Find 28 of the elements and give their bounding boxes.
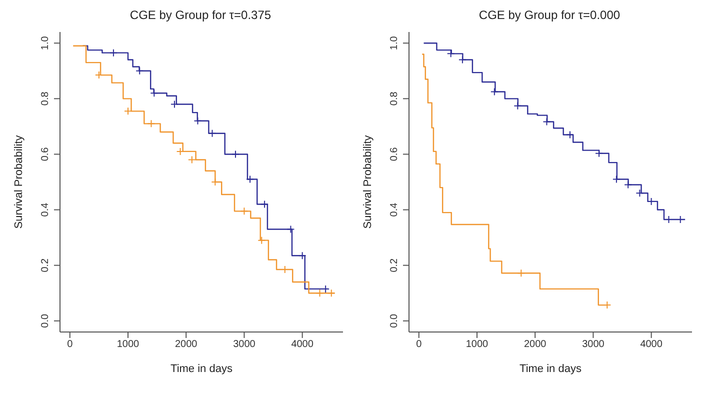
x-tick-label: 2000 xyxy=(524,339,547,350)
x-tick-label: 3000 xyxy=(233,339,256,350)
y-tick-label: 0.6 xyxy=(389,146,400,162)
x-tick-label: 3000 xyxy=(582,339,605,350)
y-tick-label: 0.8 xyxy=(389,91,400,106)
y-axis-title: Survival Probability xyxy=(362,134,374,229)
y-tick-label: 1.0 xyxy=(40,36,51,50)
x-tick-label: 4000 xyxy=(291,339,314,350)
x-tick-label: 1000 xyxy=(466,339,489,350)
y-tick-label: 0.4 xyxy=(389,202,400,217)
y-tick-label: 0.0 xyxy=(389,314,400,328)
y-tick-label: 0.8 xyxy=(40,91,51,106)
x-tick-label: 1000 xyxy=(116,339,140,350)
x-tick-label: 0 xyxy=(67,339,74,350)
y-tick-label: 0.4 xyxy=(40,202,51,217)
y-tick-label: 0.6 xyxy=(40,146,51,162)
x-axis-title: Time in days xyxy=(520,363,582,375)
x-tick-label: 0 xyxy=(416,339,422,350)
x-axis-title: Time in days xyxy=(170,363,233,375)
y-axis-title: Survival Probability xyxy=(12,134,25,229)
y-tick-label: 0.2 xyxy=(40,258,51,272)
y-tick-label: 0.0 xyxy=(40,314,51,328)
x-tick-label: 2000 xyxy=(174,339,198,350)
x-tick-label: 4000 xyxy=(640,339,663,350)
y-tick-label: 0.2 xyxy=(389,258,400,272)
chart-title: CGE by Group for τ=0.375 xyxy=(128,8,272,24)
chart-title: CGE by Group for τ=0.000 xyxy=(478,8,622,24)
y-tick-label: 1.0 xyxy=(389,36,400,50)
